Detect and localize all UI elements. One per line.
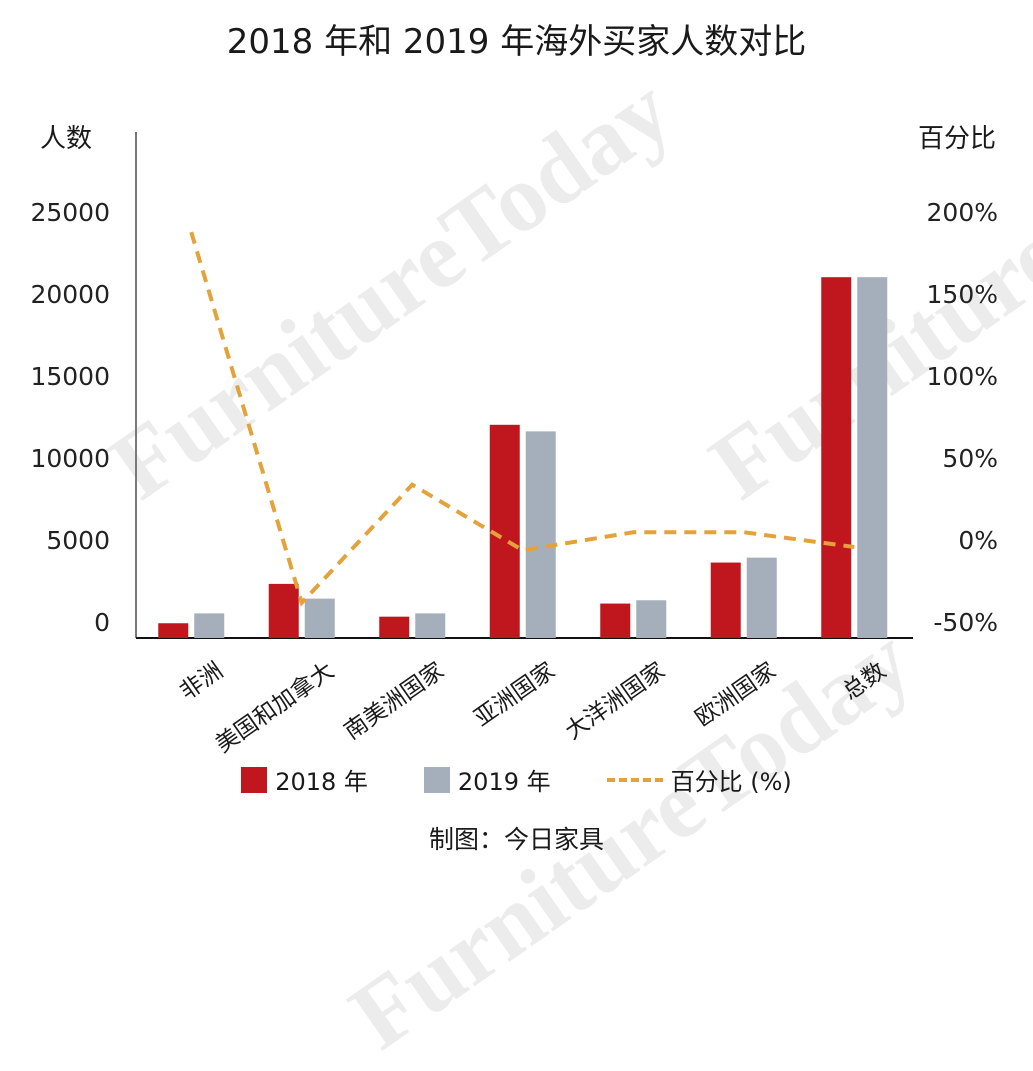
bar-2018 [821,277,852,638]
bar-2019 [857,277,888,638]
bar-2018 [268,583,299,638]
bar-2019 [746,557,777,638]
plot-area [135,132,913,639]
left-axis-title: 人数 [40,124,93,154]
left-axis-tick: 25000 [30,198,110,227]
right-axis-tick: 200% [926,198,998,227]
bar-2019 [415,613,446,638]
bar-2018 [379,616,410,638]
right-axis-tick: 50% [942,444,998,473]
bar-2019 [525,431,556,638]
left-axis-tick: 10000 [30,444,110,473]
right-axis-title: 百分比 [918,124,997,154]
legend-item-percentage: 百分比 (%) [606,762,792,797]
left-axis-tick: 20000 [30,280,110,309]
left-axis-tick: 15000 [30,362,110,391]
bar-2019 [636,600,667,638]
legend: 2018 年 2019 年 百分比 (%) [0,762,1033,797]
legend-label-2019: 2019 年 [457,768,551,796]
percentage-line [189,231,855,607]
bar-2019 [194,613,225,638]
legend-item-2019: 2019 年 [423,762,551,797]
bar-2018 [600,603,631,638]
right-axis-tick: 150% [926,280,998,309]
bar-2018 [158,623,189,638]
legend-label-percentage: 百分比 (%) [670,768,792,796]
chart-title: 2018 年和 2019 年海外买家人数对比 [226,22,807,62]
right-axis-tick: 100% [926,362,998,391]
legend-label-2018: 2018 年 [275,768,368,796]
bar-2019 [304,598,335,638]
legend-swatch-2018 [241,766,268,793]
bars [158,277,888,638]
left-axis-tick: 5000 [46,526,110,555]
right-axis-tick: 0% [958,526,998,555]
source-credit: 制图：今日家具 [428,825,604,854]
left-axis-tick: 0 [94,608,110,637]
legend-dash-icon [606,777,663,782]
legend-item-2018: 2018 年 [241,762,368,797]
legend-swatch-2019 [423,766,450,793]
right-axis-tick: -50% [933,608,998,637]
bar-2018 [710,562,741,638]
